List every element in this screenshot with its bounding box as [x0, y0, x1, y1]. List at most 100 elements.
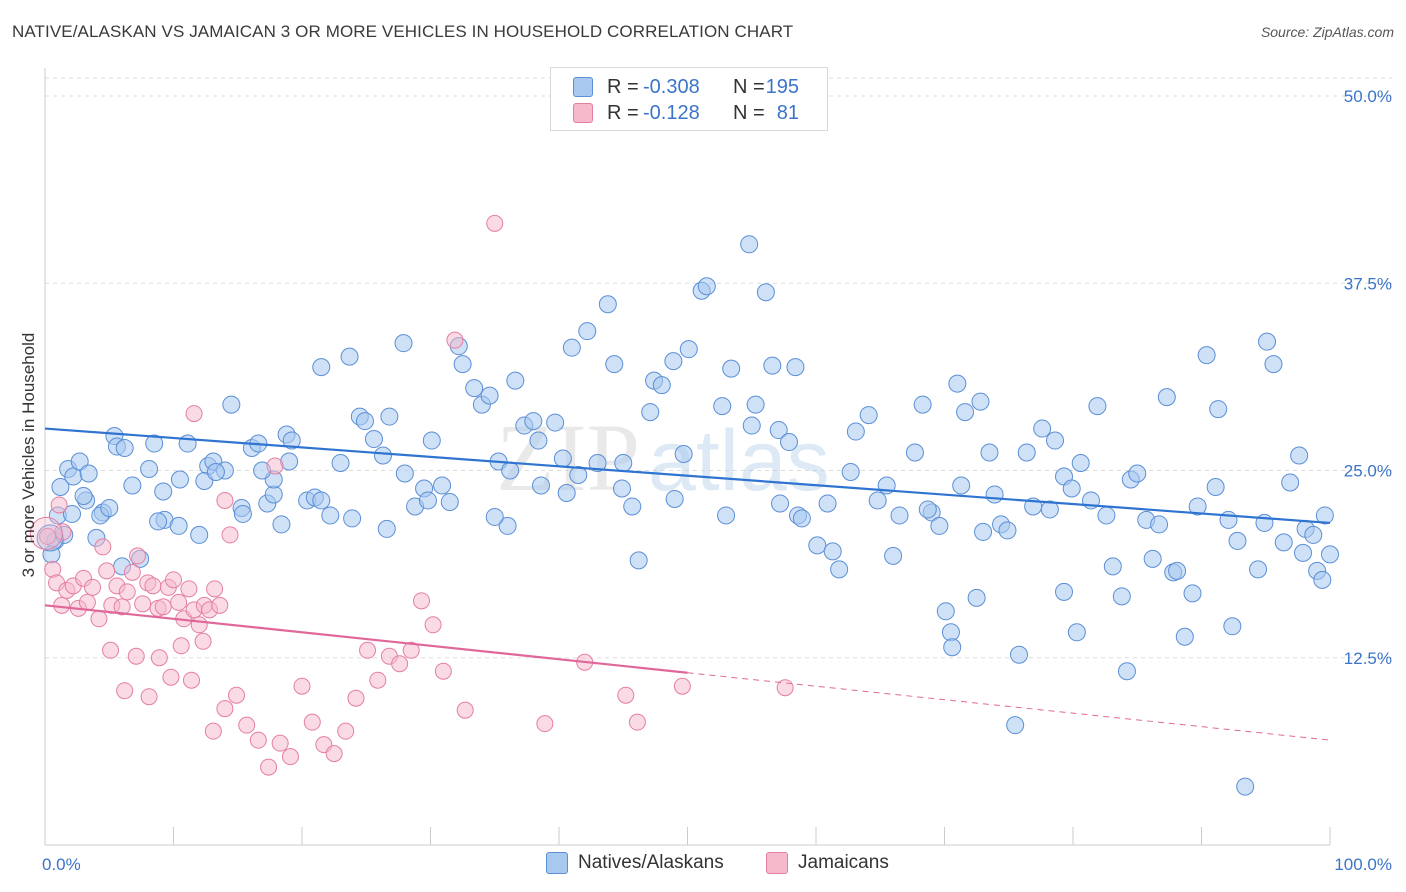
jamaican-point-33: [206, 580, 224, 598]
native-point-138: [1258, 332, 1277, 351]
native-point-105: [956, 403, 975, 422]
jamaican-point-8: [78, 593, 96, 611]
native-point-136: [1236, 777, 1255, 796]
native-point-55: [506, 371, 525, 390]
native-point-80: [740, 235, 759, 254]
native-point-199: [943, 638, 962, 657]
jamaican-point-3: [53, 596, 71, 614]
native-point-50: [465, 379, 484, 398]
jamaican-point-73: [617, 686, 635, 704]
native-point-109: [980, 443, 999, 462]
native-point-87: [786, 358, 805, 377]
jamaican-point-11: [94, 538, 112, 556]
native-point-46: [422, 431, 441, 450]
jamaican-point-78: [54, 523, 72, 541]
chart-source: Source: ZipAtlas.com: [1260, 24, 1394, 40]
native-point-158: [154, 482, 173, 501]
native-point-149: [377, 519, 396, 538]
native-point-157: [170, 470, 189, 489]
legend-label-natives: Natives/Alaskans: [578, 852, 724, 873]
jamaican-point-9: [84, 578, 102, 596]
jamaican-point-53: [281, 748, 299, 766]
y-tick-label-0: 12.5%: [1344, 649, 1392, 668]
native-point-12: [115, 439, 134, 458]
legend-row-jamaicans: R = -0.128 N = 81: [573, 100, 799, 126]
native-point-107: [971, 392, 990, 411]
native-point-94: [859, 406, 878, 425]
native-point-17: [169, 516, 188, 535]
jamaicans-points: [29, 214, 794, 776]
r-value: -0.128: [643, 101, 700, 124]
legend-label-jamaicans: Jamaicans: [798, 852, 889, 873]
native-point-177: [771, 494, 790, 513]
native-point-40: [373, 446, 392, 465]
x-tick-labels: 0.0% 100.0%: [42, 855, 1392, 874]
native-point-72: [652, 376, 671, 395]
trend-lines: [44, 427, 1331, 741]
native-point-74: [674, 445, 693, 464]
jamaican-point-35: [216, 491, 234, 509]
jamaican-point-44: [182, 671, 200, 689]
native-point-173: [557, 483, 576, 502]
native-point-75: [679, 340, 698, 359]
jamaican-point-67: [434, 662, 452, 680]
native-point-62: [569, 465, 588, 484]
axes: [44, 68, 1331, 846]
native-point-79: [722, 359, 741, 378]
native-point-148: [498, 516, 517, 535]
native-point-64: [588, 454, 607, 473]
n-label: N =: [733, 101, 765, 124]
jamaican-point-21: [144, 577, 162, 595]
native-point-167: [149, 512, 168, 531]
native-point-112: [1006, 716, 1025, 735]
jamaican-point-52: [271, 734, 289, 752]
y-tick-label-2: 37.5%: [1344, 274, 1392, 293]
legend-row-natives: R = -0.308 N = 195: [573, 74, 799, 100]
native-point-114: [1033, 419, 1052, 438]
native-point-82: [746, 395, 765, 414]
native-point-147: [532, 476, 551, 495]
native-point-65: [598, 295, 617, 314]
y-axis-label: 3 or more Vehicles in Household: [19, 333, 38, 578]
native-point-192: [1304, 525, 1323, 544]
x-tick-label-min: 0.0%: [42, 855, 81, 874]
jamaican-point-36: [221, 526, 239, 544]
y-tick-label-3: 50.0%: [1344, 87, 1392, 106]
native-point-196: [1223, 617, 1242, 636]
jamaican-point-63: [391, 655, 409, 673]
native-point-182: [985, 485, 1004, 504]
native-point-130: [1168, 561, 1187, 580]
jamaican-point-25: [165, 571, 182, 589]
native-point-33: [312, 491, 331, 510]
jamaican-point-69: [456, 701, 474, 719]
jamaican-point-47: [216, 700, 234, 718]
jamaican-point-12: [98, 562, 116, 580]
native-point-180: [918, 500, 937, 519]
jamaican-point-66: [424, 616, 442, 634]
jamaican-point-15: [113, 598, 131, 616]
jamaican-point-55: [303, 713, 321, 731]
jamaican-point-71: [536, 715, 554, 733]
legend-jamaicans: Jamaicans: [766, 852, 889, 874]
native-point-178: [841, 462, 860, 481]
native-point-39: [364, 430, 383, 449]
correlation-legend: R = -0.308 N = 195 R = -0.128 N = 81: [550, 67, 828, 131]
jamaican-point-48: [227, 686, 245, 704]
native-point-187: [1188, 497, 1207, 516]
native-point-73: [664, 352, 683, 371]
jamaican-point-60: [359, 641, 377, 659]
jamaican-point-45: [194, 632, 212, 650]
jamaican-point-64: [402, 641, 420, 659]
native-point-125: [1128, 464, 1147, 483]
native-point-47: [433, 476, 452, 495]
native-point-70: [641, 403, 660, 422]
jamaican-point-19: [134, 595, 152, 613]
jamaican-point-30: [190, 616, 208, 634]
native-point-106: [967, 588, 986, 607]
native-point-188: [1206, 477, 1225, 496]
jamaicans-trend-line: [44, 604, 688, 674]
native-point-14: [140, 460, 159, 479]
native-point-90: [818, 494, 837, 513]
native-point-185: [1097, 506, 1116, 525]
